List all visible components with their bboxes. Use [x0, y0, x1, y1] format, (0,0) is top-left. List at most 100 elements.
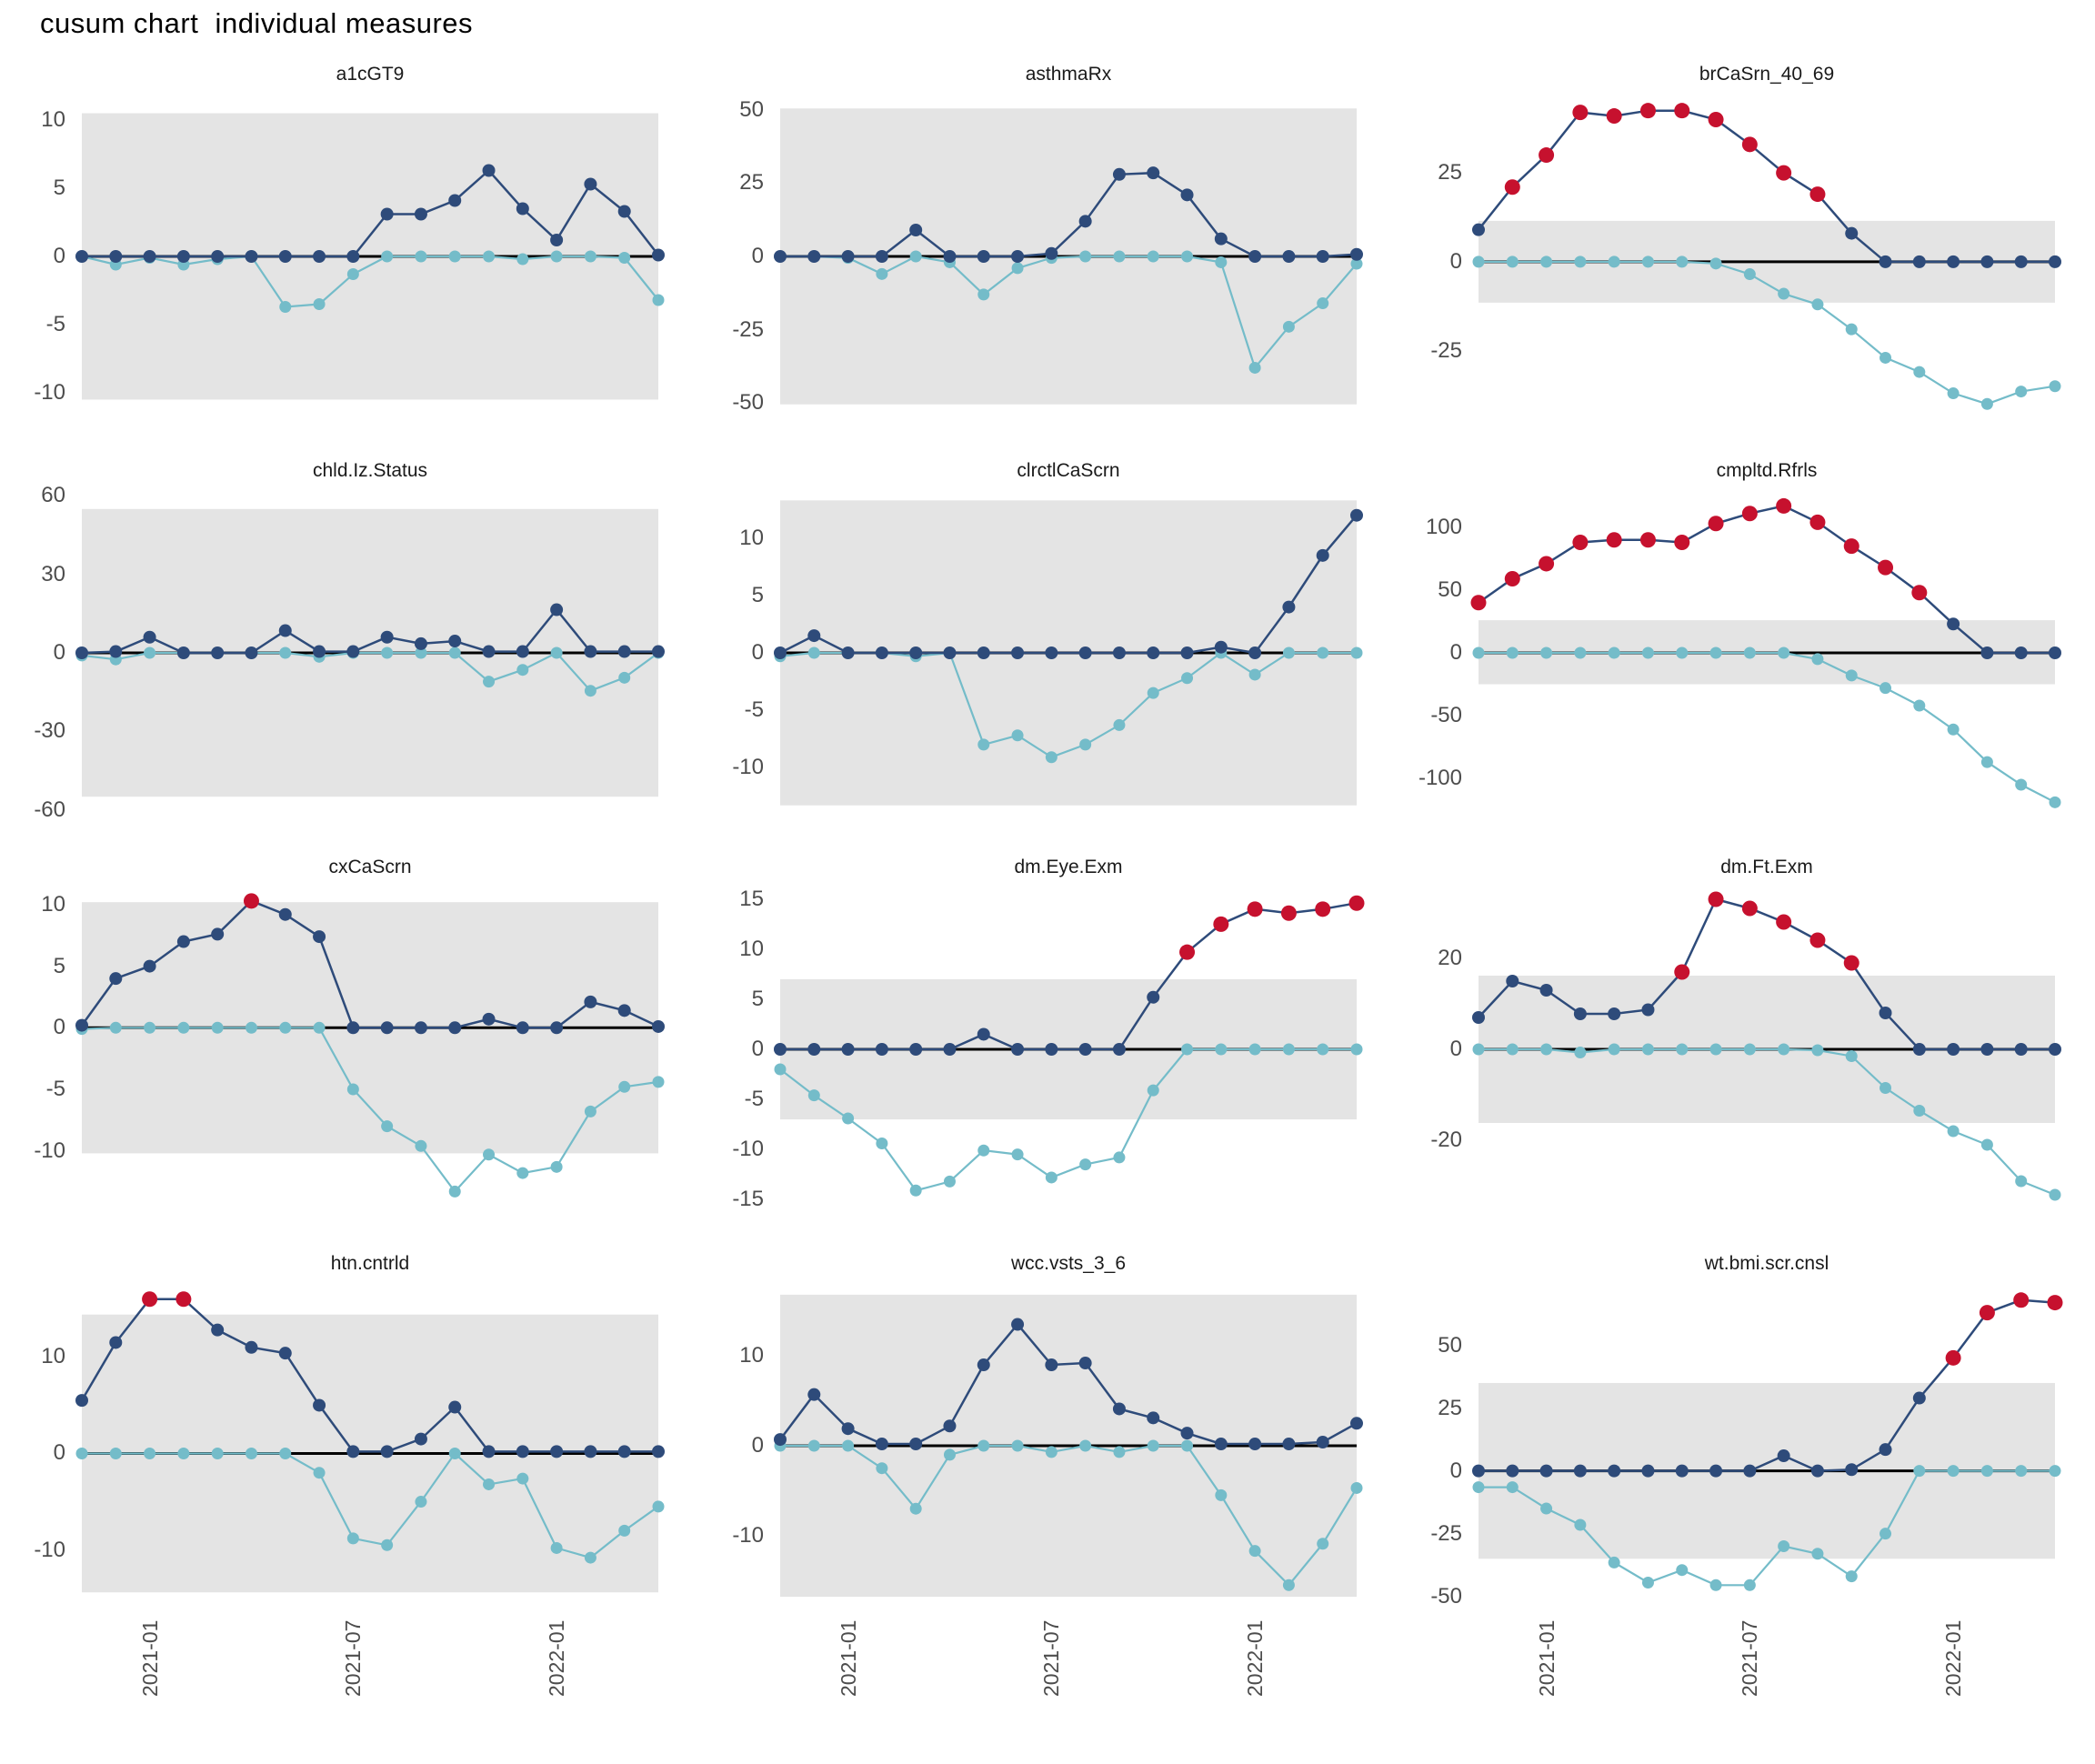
upper-point [807, 1043, 821, 1056]
upper-point [943, 250, 957, 263]
y-tick-label: 0 [53, 1440, 65, 1466]
lower-point [1540, 646, 1553, 659]
upper-series-line [80, 899, 659, 1029]
lower-point [1641, 1577, 1654, 1589]
upper-point [75, 1394, 88, 1408]
signal-point [1741, 900, 1758, 917]
upper-point [909, 646, 923, 659]
upper-point [617, 1445, 631, 1458]
lower-point [807, 646, 820, 659]
upper-point [1147, 166, 1160, 180]
x-tick-label: 2021-01 [1534, 1619, 1559, 1697]
upper-point [550, 1445, 564, 1458]
lower-point [876, 1462, 888, 1475]
lower-point [550, 646, 563, 659]
lower-point [516, 1167, 529, 1179]
plot-area [1472, 98, 2061, 415]
upper-point [482, 164, 496, 177]
upper-point [109, 1336, 123, 1349]
upper-point [1980, 255, 1994, 268]
upper-point [1147, 646, 1160, 659]
upper-point [2049, 1043, 2061, 1056]
plot-svg [1472, 1292, 2063, 1591]
lower-point [618, 1524, 631, 1537]
y-tick-label: 10 [739, 936, 764, 961]
x-tick-label: 2022-01 [1243, 1619, 1268, 1697]
lower-point [109, 1447, 122, 1459]
upper-point [1078, 1043, 1092, 1056]
lower-point [1282, 1579, 1295, 1591]
upper-point [1011, 250, 1025, 263]
upper-point [1350, 247, 1363, 261]
signal-point [1708, 111, 1724, 127]
y-tick-label: 25 [1438, 160, 1462, 185]
y-tick-label: 100 [1425, 514, 1462, 539]
signal-point [1572, 534, 1589, 550]
lower-point [1778, 646, 1790, 659]
upper-point [1112, 1402, 1126, 1416]
lower-point [1845, 1570, 1858, 1583]
upper-point [143, 250, 156, 263]
lower-point [909, 1502, 922, 1515]
panel-dm.Ft.Exm: dm.Ft.Exm 20 0 -20 [1397, 840, 2095, 1237]
upper-point [1879, 255, 1892, 268]
upper-point [550, 603, 564, 616]
upper-point [909, 224, 923, 236]
signal-point [1315, 901, 1331, 917]
upper-point [1810, 1464, 1824, 1478]
upper-point [245, 1340, 258, 1354]
y-tick-label: 0 [751, 640, 764, 665]
upper-point [109, 972, 123, 986]
upper-point [278, 907, 292, 921]
upper-point [1743, 1464, 1757, 1478]
lower-point [279, 1447, 292, 1459]
lower-series-line [780, 255, 1358, 370]
upper-point [1316, 1436, 1329, 1449]
upper-point [1180, 188, 1194, 202]
panel-a1cGT9: a1cGT9 10 5 0 -5 -10 [0, 47, 698, 444]
panel-clrctlCaScrn: clrctlCaScrn 10 5 0 -5 -10 [698, 444, 1397, 840]
upper-point [211, 1323, 225, 1337]
lower-point [1282, 646, 1295, 659]
plot-svg [774, 1294, 1363, 1598]
upper-point [652, 1019, 665, 1033]
lower-point [1811, 298, 1824, 311]
lower-point [1641, 256, 1654, 268]
plot-svg [75, 1291, 665, 1593]
lower-point [909, 1184, 922, 1197]
lower-point [1350, 257, 1363, 270]
lower-point [1980, 1465, 1993, 1478]
lower-point [1045, 751, 1058, 764]
y-tick-label: 0 [751, 1037, 764, 1061]
upper-point [278, 250, 292, 263]
upper-point [346, 250, 360, 263]
upper-point [617, 645, 631, 658]
upper-point [1641, 1464, 1655, 1478]
lower-point [144, 646, 156, 659]
lower-point [618, 1080, 631, 1093]
lower-point [1540, 1502, 1553, 1515]
signal-point [1776, 165, 1792, 181]
panel-wt.bmi.scr.cnsl: wt.bmi.scr.cnsl 50 25 0 -25 -50 2021-01 2021-07… [1397, 1237, 2095, 1764]
lower-point [1045, 1171, 1058, 1184]
upper-point [1539, 984, 1553, 997]
panel-asthmaRx: asthmaRx 50 25 0 -25 -50 [698, 47, 1397, 444]
lower-point [1147, 1084, 1159, 1097]
upper-point [448, 1021, 462, 1035]
panel-title: htn.cntrld [330, 1253, 410, 1274]
y-tick-label: -10 [34, 1138, 65, 1163]
lower-point [1980, 1138, 1993, 1151]
upper-point [652, 248, 665, 262]
lower-point [483, 1148, 496, 1161]
upper-point [109, 250, 123, 263]
upper-point [176, 935, 190, 948]
lower-point [1011, 729, 1024, 742]
lower-point [1947, 723, 1960, 736]
lower-point [1317, 297, 1329, 310]
panel-title: clrctlCaScrn [1017, 460, 1120, 481]
x-tick-label: 2022-01 [545, 1619, 569, 1697]
upper-point [1078, 1357, 1092, 1370]
signal-point [1809, 186, 1826, 203]
upper-point [1248, 250, 1262, 263]
lower-point [1709, 646, 1722, 659]
